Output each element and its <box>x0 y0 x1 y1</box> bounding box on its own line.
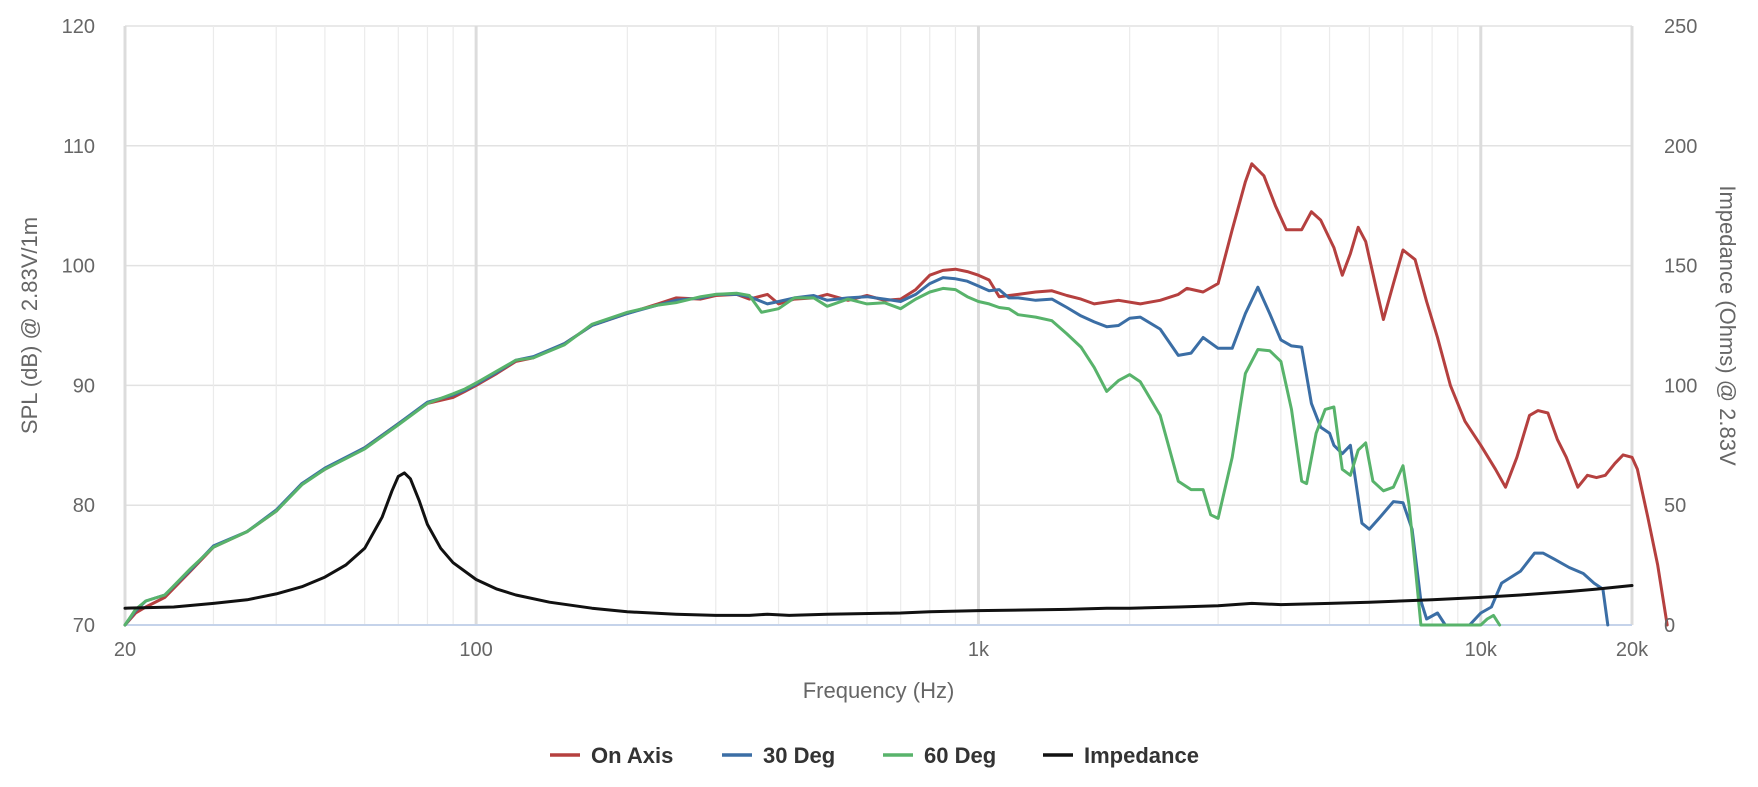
grid <box>123 25 1634 626</box>
legend-item-60-deg: 60 Deg <box>883 743 996 768</box>
y2-tick-label: 150 <box>1664 256 1697 278</box>
legend-label: On Axis <box>591 743 673 768</box>
y-axis-title: SPL (dB) @ 2.83V/1m <box>17 217 42 434</box>
legend-label: 30 Deg <box>763 743 835 768</box>
y2-tick-label: 50 <box>1664 495 1686 517</box>
y2-tick-label: 0 <box>1664 615 1675 637</box>
x-tick-label: 20k <box>1616 639 1649 661</box>
y-tick-label: 90 <box>73 375 95 397</box>
y2-tick-label: 200 <box>1664 136 1697 158</box>
series-layer <box>123 162 1669 627</box>
y-tick-label: 110 <box>63 136 95 158</box>
series-line-30-deg <box>123 276 1610 627</box>
x-tick-label: 100 <box>459 639 492 661</box>
y-tick-label: 100 <box>62 256 95 278</box>
y-tick-label: 120 <box>62 16 95 38</box>
x-tick-label: 10k <box>1465 639 1498 661</box>
x-axis-title: Frequency (Hz) <box>803 678 955 703</box>
legend-item-impedance: Impedance <box>1043 743 1199 768</box>
legend-item-30-deg: 30 Deg <box>722 743 835 768</box>
y2-axis-title: Impedance (Ohms) @ 2.83V <box>1715 185 1740 466</box>
y-tick-label: 70 <box>73 615 95 637</box>
x-tick-label: 1k <box>968 639 990 661</box>
y2-tick-label: 100 <box>1664 375 1697 397</box>
axes-layer: Frequency (Hz) SPL (dB) @ 2.83V/1m Imped… <box>17 16 1740 703</box>
y-tick-label: 80 <box>73 495 95 517</box>
x-tick-label: 20 <box>114 639 136 661</box>
legend-label: Impedance <box>1084 743 1199 768</box>
legend: On Axis 30 Deg 60 Deg Impedance <box>550 743 1199 768</box>
series-line-impedance <box>123 471 1634 617</box>
legend-label: 60 Deg <box>924 743 996 768</box>
legend-item-on-axis: On Axis <box>550 743 673 768</box>
y2-tick-label: 250 <box>1664 16 1697 38</box>
series-line-60-deg <box>123 286 1502 627</box>
